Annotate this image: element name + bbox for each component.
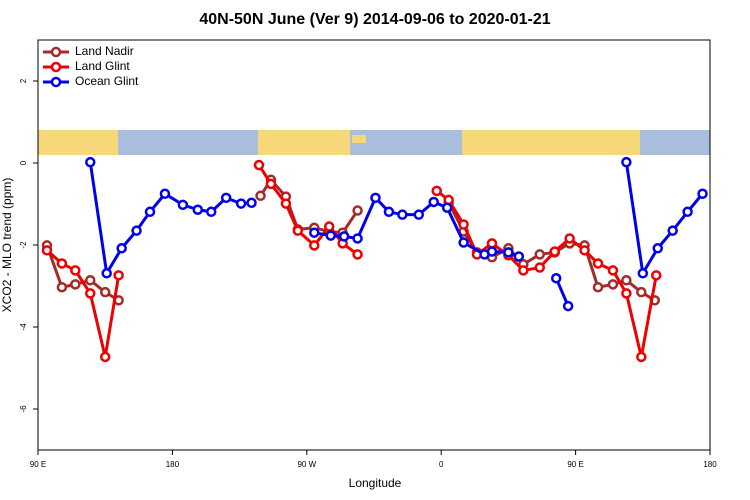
legend-marker [50,61,62,73]
data-point [41,245,53,256]
data-point [413,209,425,220]
data-point [383,206,395,218]
data-point [177,199,189,211]
data-point [246,197,257,209]
x-tick-label: 180 [703,460,717,469]
data-point [101,268,112,279]
legend-label: Ocean Glint [75,74,139,88]
data-point [562,300,574,312]
data-point [292,225,304,236]
data-point [682,206,693,218]
data-point [652,243,663,254]
y-tick-label: -6 [19,405,28,413]
data-point [99,351,111,363]
data-point [513,251,525,262]
data-point [235,198,247,209]
data-point [397,209,408,220]
map-strip [38,130,710,155]
data-point [309,240,320,251]
legend-label: Land Glint [75,59,130,73]
data-point [564,233,575,244]
data-point [253,159,265,171]
data-point [338,231,350,242]
data-point [352,205,363,216]
data-point [550,272,562,284]
data-point [636,286,647,298]
x-tick-label: 90 W [297,460,316,469]
x-tick-label: 90 E [567,460,583,469]
y-tick-label: 2 [19,78,28,83]
data-point [592,258,604,269]
data-point [636,351,647,363]
data-point [621,156,632,168]
data-point [458,237,469,248]
data-point [352,249,363,260]
data-point [486,246,498,257]
y-tick-label: 0 [19,160,28,165]
data-point [592,281,604,293]
data-point [621,288,632,299]
data-point [192,204,204,215]
x-axis-label: Longitude [349,476,402,490]
data-point [99,286,111,298]
data-point [159,188,171,199]
plot-frame [37,39,711,451]
data-point [255,190,266,202]
data-point [280,198,292,209]
data-point [56,258,68,269]
data-point [607,279,619,290]
data-point [441,202,453,213]
data-point [650,270,662,281]
data-point [431,185,442,197]
y-tick-label: -4 [19,323,28,331]
legend-marker [50,46,62,58]
data-point [352,233,363,244]
data-point [85,288,96,299]
data-point [144,206,156,218]
series-line [45,178,656,302]
data-point [579,245,590,256]
series-line [45,164,658,359]
x-tick-label: 0 [439,460,444,469]
data-point [113,270,124,281]
data-point [697,188,708,199]
data-point [534,262,546,273]
data-point [621,275,632,286]
data-point [205,206,217,218]
data-point [70,265,81,276]
chart-title: 40N-50N June (Ver 9) 2014-09-06 to 2020-… [199,11,550,28]
data-point [534,249,546,260]
data-point [607,265,619,276]
data-point [503,247,514,258]
data-point [70,279,81,290]
data-point [131,225,142,236]
data-point [637,268,649,279]
data-point [428,196,439,208]
data-point [518,265,529,276]
data-point [309,227,320,238]
x-tick-label: 180 [166,460,180,469]
data-point [56,281,68,293]
data-point [486,238,498,249]
legend-label: Land Nadir [75,44,134,58]
x-tick-label: 90 E [30,460,46,469]
data-point [85,275,96,286]
data-point [116,243,127,254]
data-point [85,156,96,168]
data-point [549,246,560,257]
data-point [325,230,336,241]
y-axis-label: XCO2 - MLO trend (ppm) [0,178,14,313]
data-point [323,221,335,232]
data-point [667,225,678,236]
legend-marker [50,76,62,88]
data-point [220,192,232,204]
data-point [458,219,469,230]
data-point [370,192,381,204]
data-point [265,178,277,190]
y-tick-label: -2 [19,241,28,249]
